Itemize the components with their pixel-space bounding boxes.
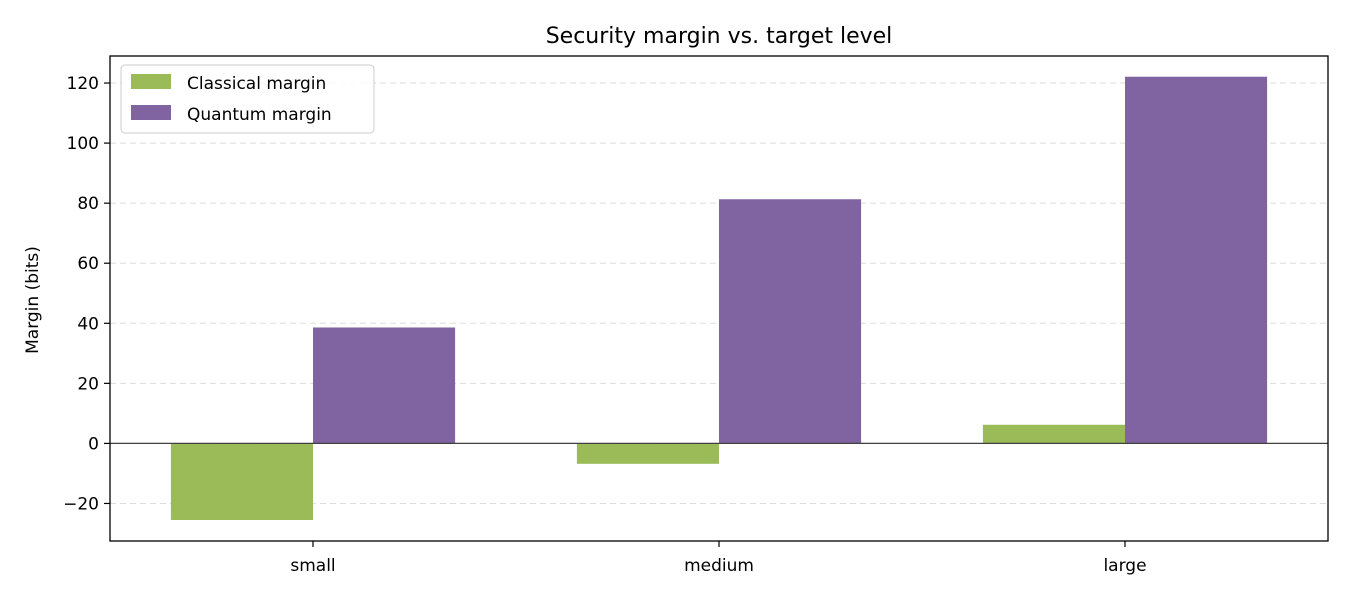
y-axis-ticks: −20 0 20 40 60 80 100 120 <box>63 74 110 514</box>
x-axis-ticks: small medium large <box>290 541 1147 576</box>
y-tick-label: 60 <box>77 254 99 274</box>
legend-box <box>120 64 375 134</box>
legend: Classical margin Quantum margin <box>120 64 375 134</box>
y-tick-label: 20 <box>77 374 99 394</box>
legend-label-classical: Classical margin <box>187 74 326 94</box>
bar-quantum-small <box>313 327 456 444</box>
x-tick-label: small <box>290 556 335 576</box>
y-axis-label: Margin (bits) <box>23 246 43 354</box>
bar-quantum-medium <box>719 199 862 444</box>
chart-title: Security margin vs. target level <box>546 24 893 49</box>
bar-quantum-large <box>1125 76 1268 444</box>
y-tick-label: −20 <box>63 494 99 514</box>
y-tick-label: 80 <box>77 194 99 214</box>
y-tick-label: 0 <box>88 434 99 454</box>
y-tick-label: 120 <box>67 74 99 94</box>
legend-label-quantum: Quantum margin <box>187 105 332 125</box>
bar-classical-small <box>170 443 313 520</box>
bars <box>170 76 1268 520</box>
bar-classical-large <box>982 424 1125 444</box>
y-tick-label: 40 <box>77 314 99 334</box>
x-tick-label: medium <box>684 556 754 576</box>
x-tick-label: large <box>1103 556 1146 576</box>
bar-classical-medium <box>576 443 719 464</box>
legend-swatch-classical <box>131 74 171 89</box>
y-tick-label: 100 <box>67 134 99 154</box>
legend-swatch-quantum <box>131 105 171 120</box>
